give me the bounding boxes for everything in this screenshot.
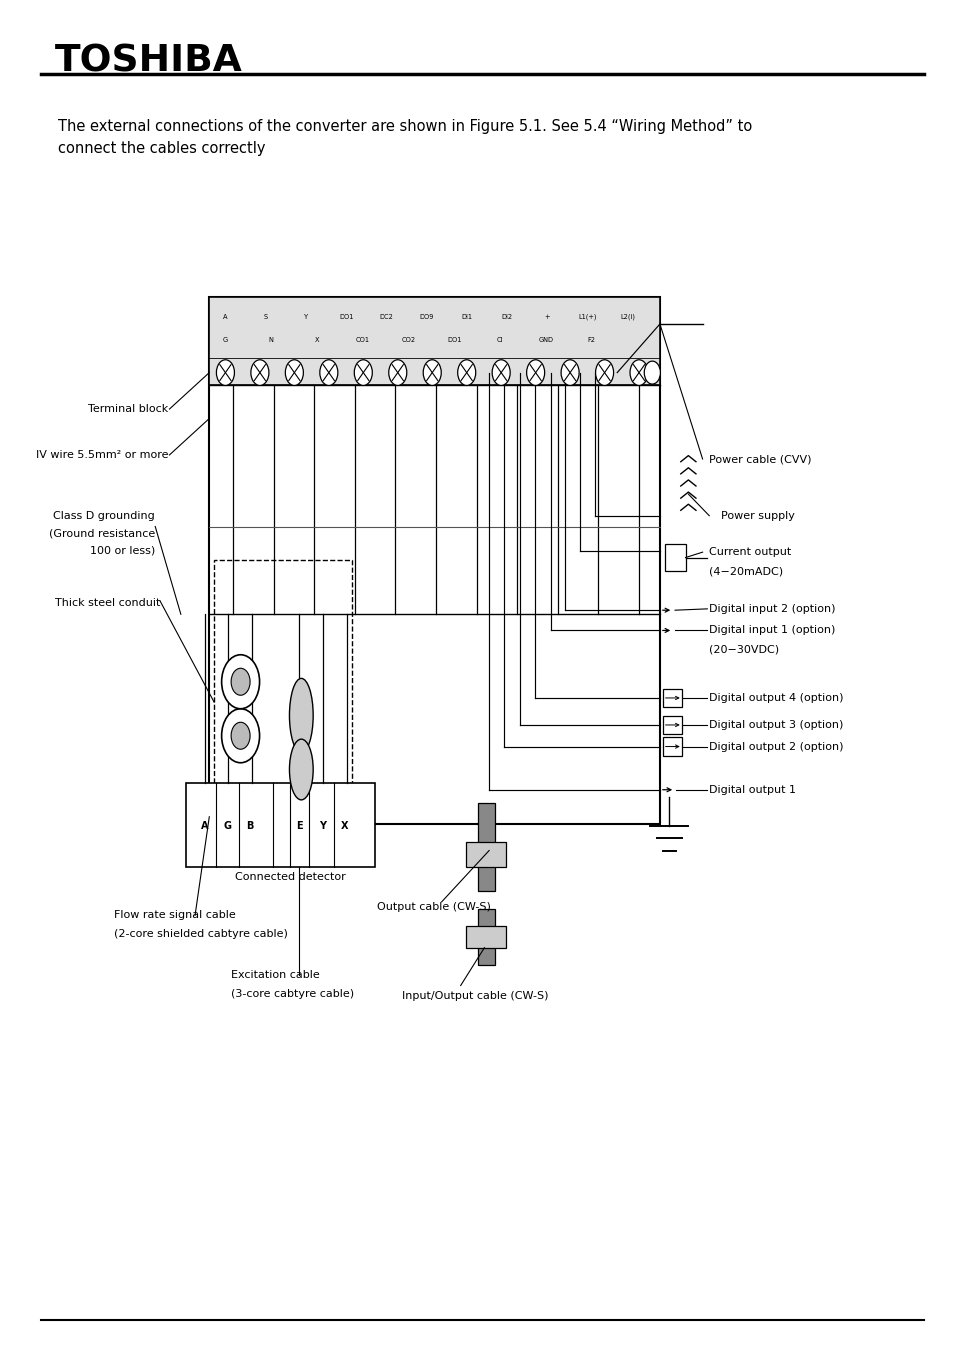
Circle shape [492,360,510,386]
Text: (20−30VDC): (20−30VDC) [708,644,779,655]
Text: (3-core cabtyre cable): (3-core cabtyre cable) [231,988,354,999]
Text: E: E [295,821,302,832]
Circle shape [423,360,441,386]
Text: Input/Output cable (CW-S): Input/Output cable (CW-S) [401,991,548,1002]
Ellipse shape [289,678,313,753]
Text: A: A [223,315,228,320]
Ellipse shape [289,740,313,799]
Text: TOSHIBA: TOSHIBA [54,43,242,80]
Circle shape [221,655,259,709]
Bar [209,297,659,824]
Bar [186,783,375,867]
Text: CO1: CO1 [355,338,370,343]
Circle shape [221,709,259,763]
Text: Current output: Current output [708,547,791,558]
Text: (2-core shielded cabtyre cable): (2-core shielded cabtyre cable) [114,929,288,940]
Text: DO1: DO1 [338,315,353,320]
Text: L1(+): L1(+) [578,315,596,320]
Circle shape [388,360,406,386]
Text: Digital input 1 (option): Digital input 1 (option) [708,625,835,636]
Text: Digital input 2 (option): Digital input 2 (option) [708,603,835,614]
Bar [477,909,495,965]
Text: Digital output 3 (option): Digital output 3 (option) [708,720,842,730]
Circle shape [354,360,372,386]
Text: Class D grounding: Class D grounding [53,510,155,521]
Text: Excitation cable: Excitation cable [231,969,319,980]
Text: IV wire 5.5mm² or more: IV wire 5.5mm² or more [36,450,169,460]
Circle shape [285,360,303,386]
Text: Connected detector: Connected detector [234,872,345,883]
Text: X: X [341,821,349,832]
Bar [664,544,685,571]
Circle shape [643,362,659,385]
Text: F2: F2 [587,338,595,343]
Bar [662,688,681,707]
Bar [477,803,495,891]
Text: Y: Y [303,315,308,320]
Circle shape [231,722,250,749]
Bar [466,842,506,867]
Bar [209,297,659,385]
Text: The external connections of the converter are shown in Figure 5.1. See 5.4 “Wiri: The external connections of the converte… [57,119,751,157]
Text: DC2: DC2 [379,315,393,320]
Circle shape [560,360,578,386]
Text: +: + [544,315,549,320]
Circle shape [216,360,234,386]
Text: DO1: DO1 [447,338,461,343]
Circle shape [629,360,647,386]
Text: A: A [200,821,208,832]
Text: CO2: CO2 [401,338,416,343]
Text: 100 or less): 100 or less) [90,545,155,556]
Bar [662,716,681,734]
Circle shape [319,360,337,386]
Text: Power supply: Power supply [720,510,794,521]
Text: (Ground resistance: (Ground resistance [49,528,155,539]
Text: Digital output 1: Digital output 1 [708,784,796,795]
Text: B: B [246,821,253,832]
Text: G: G [223,821,231,832]
Text: Output cable (CW-S): Output cable (CW-S) [376,902,491,913]
Text: S: S [263,315,268,320]
Bar [213,560,352,817]
Text: Terminal block: Terminal block [89,404,169,414]
Text: Digital output 2 (option): Digital output 2 (option) [708,741,842,752]
Text: Thick steel conduit: Thick steel conduit [54,598,160,609]
Circle shape [457,360,476,386]
Text: DO9: DO9 [419,315,434,320]
Text: CI: CI [497,338,503,343]
Circle shape [526,360,544,386]
Text: N: N [269,338,274,343]
Text: G: G [223,338,228,343]
Text: Flow rate signal cable: Flow rate signal cable [114,910,236,921]
Text: GND: GND [537,338,553,343]
Text: (4−20mADC): (4−20mADC) [708,566,782,576]
Circle shape [251,360,269,386]
Circle shape [231,668,250,695]
Text: DI1: DI1 [461,315,472,320]
Bar [466,926,506,948]
Text: X: X [314,338,319,343]
Circle shape [595,360,613,386]
Text: L2(i): L2(i) [619,315,635,320]
Bar [662,737,681,756]
Text: Y: Y [318,821,325,832]
Text: Digital output 4 (option): Digital output 4 (option) [708,693,842,703]
Text: Power cable (CVV): Power cable (CVV) [708,454,811,464]
Text: DI2: DI2 [501,315,512,320]
